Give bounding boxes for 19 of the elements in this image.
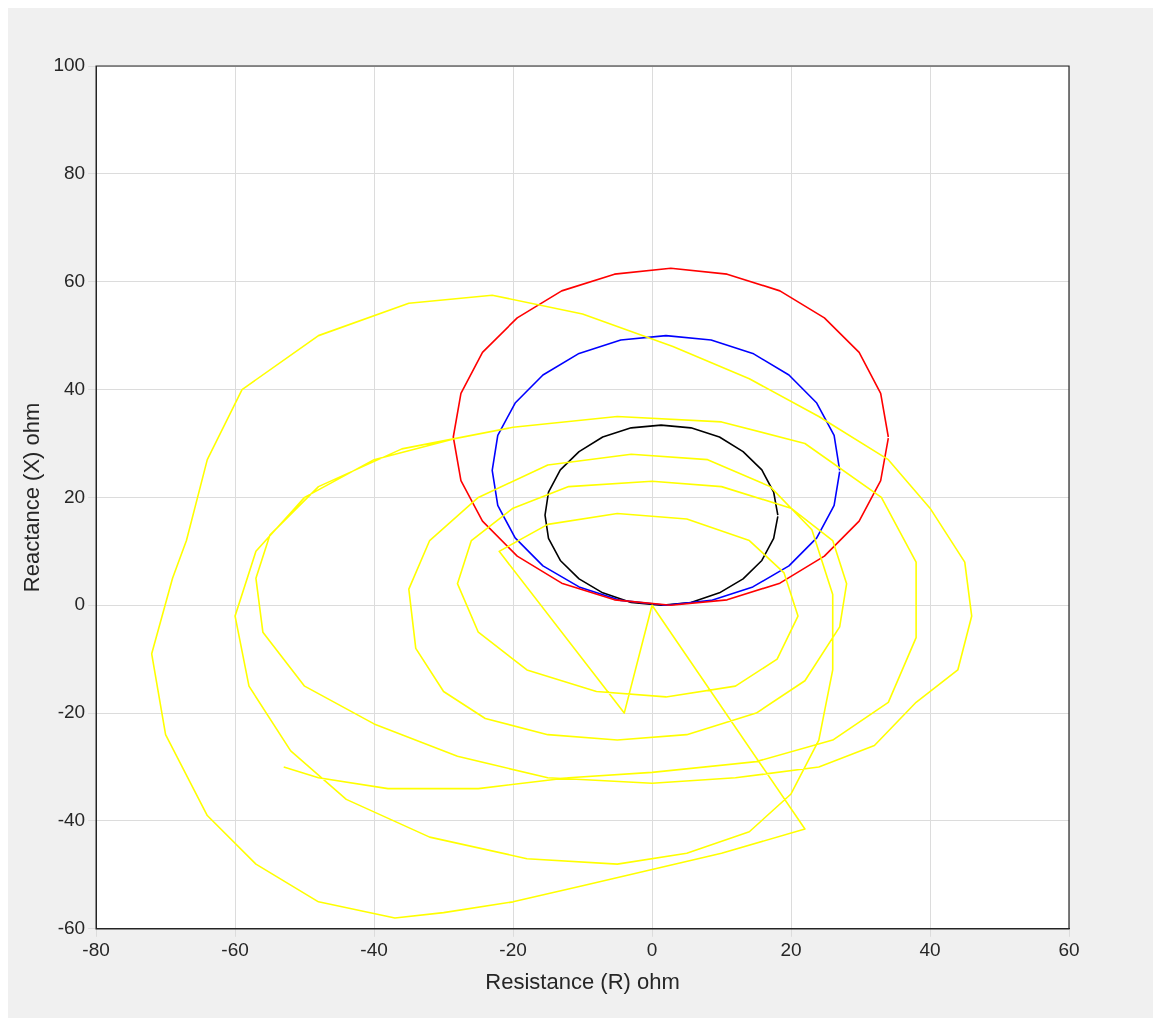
y-tick-label: -20 [57, 701, 86, 723]
x-tick-label: 60 [1058, 939, 1080, 961]
x-tick-label: -40 [360, 939, 388, 961]
x-tick-label: 20 [780, 939, 802, 961]
y-tick-label: -60 [57, 917, 86, 939]
x-tick-label: -20 [499, 939, 527, 961]
x-tick-label: 0 [646, 939, 658, 961]
y-tick-label: 40 [63, 377, 86, 399]
y-tick-label: 0 [74, 593, 86, 615]
x-tick-label: 40 [919, 939, 941, 961]
y-tick-label: 20 [63, 485, 86, 507]
x-tick-label: -80 [82, 939, 110, 961]
y-tick-label: 100 [53, 54, 86, 76]
x-tick-label: -60 [221, 939, 249, 961]
y-tick-label: -40 [57, 809, 86, 831]
y-tick-label: 80 [63, 162, 86, 184]
y-axis-title: Reactance (X) ohm [19, 402, 45, 593]
x-axis-title: Resistance (R) ohm [485, 968, 680, 994]
y-tick-label: 60 [63, 269, 86, 291]
